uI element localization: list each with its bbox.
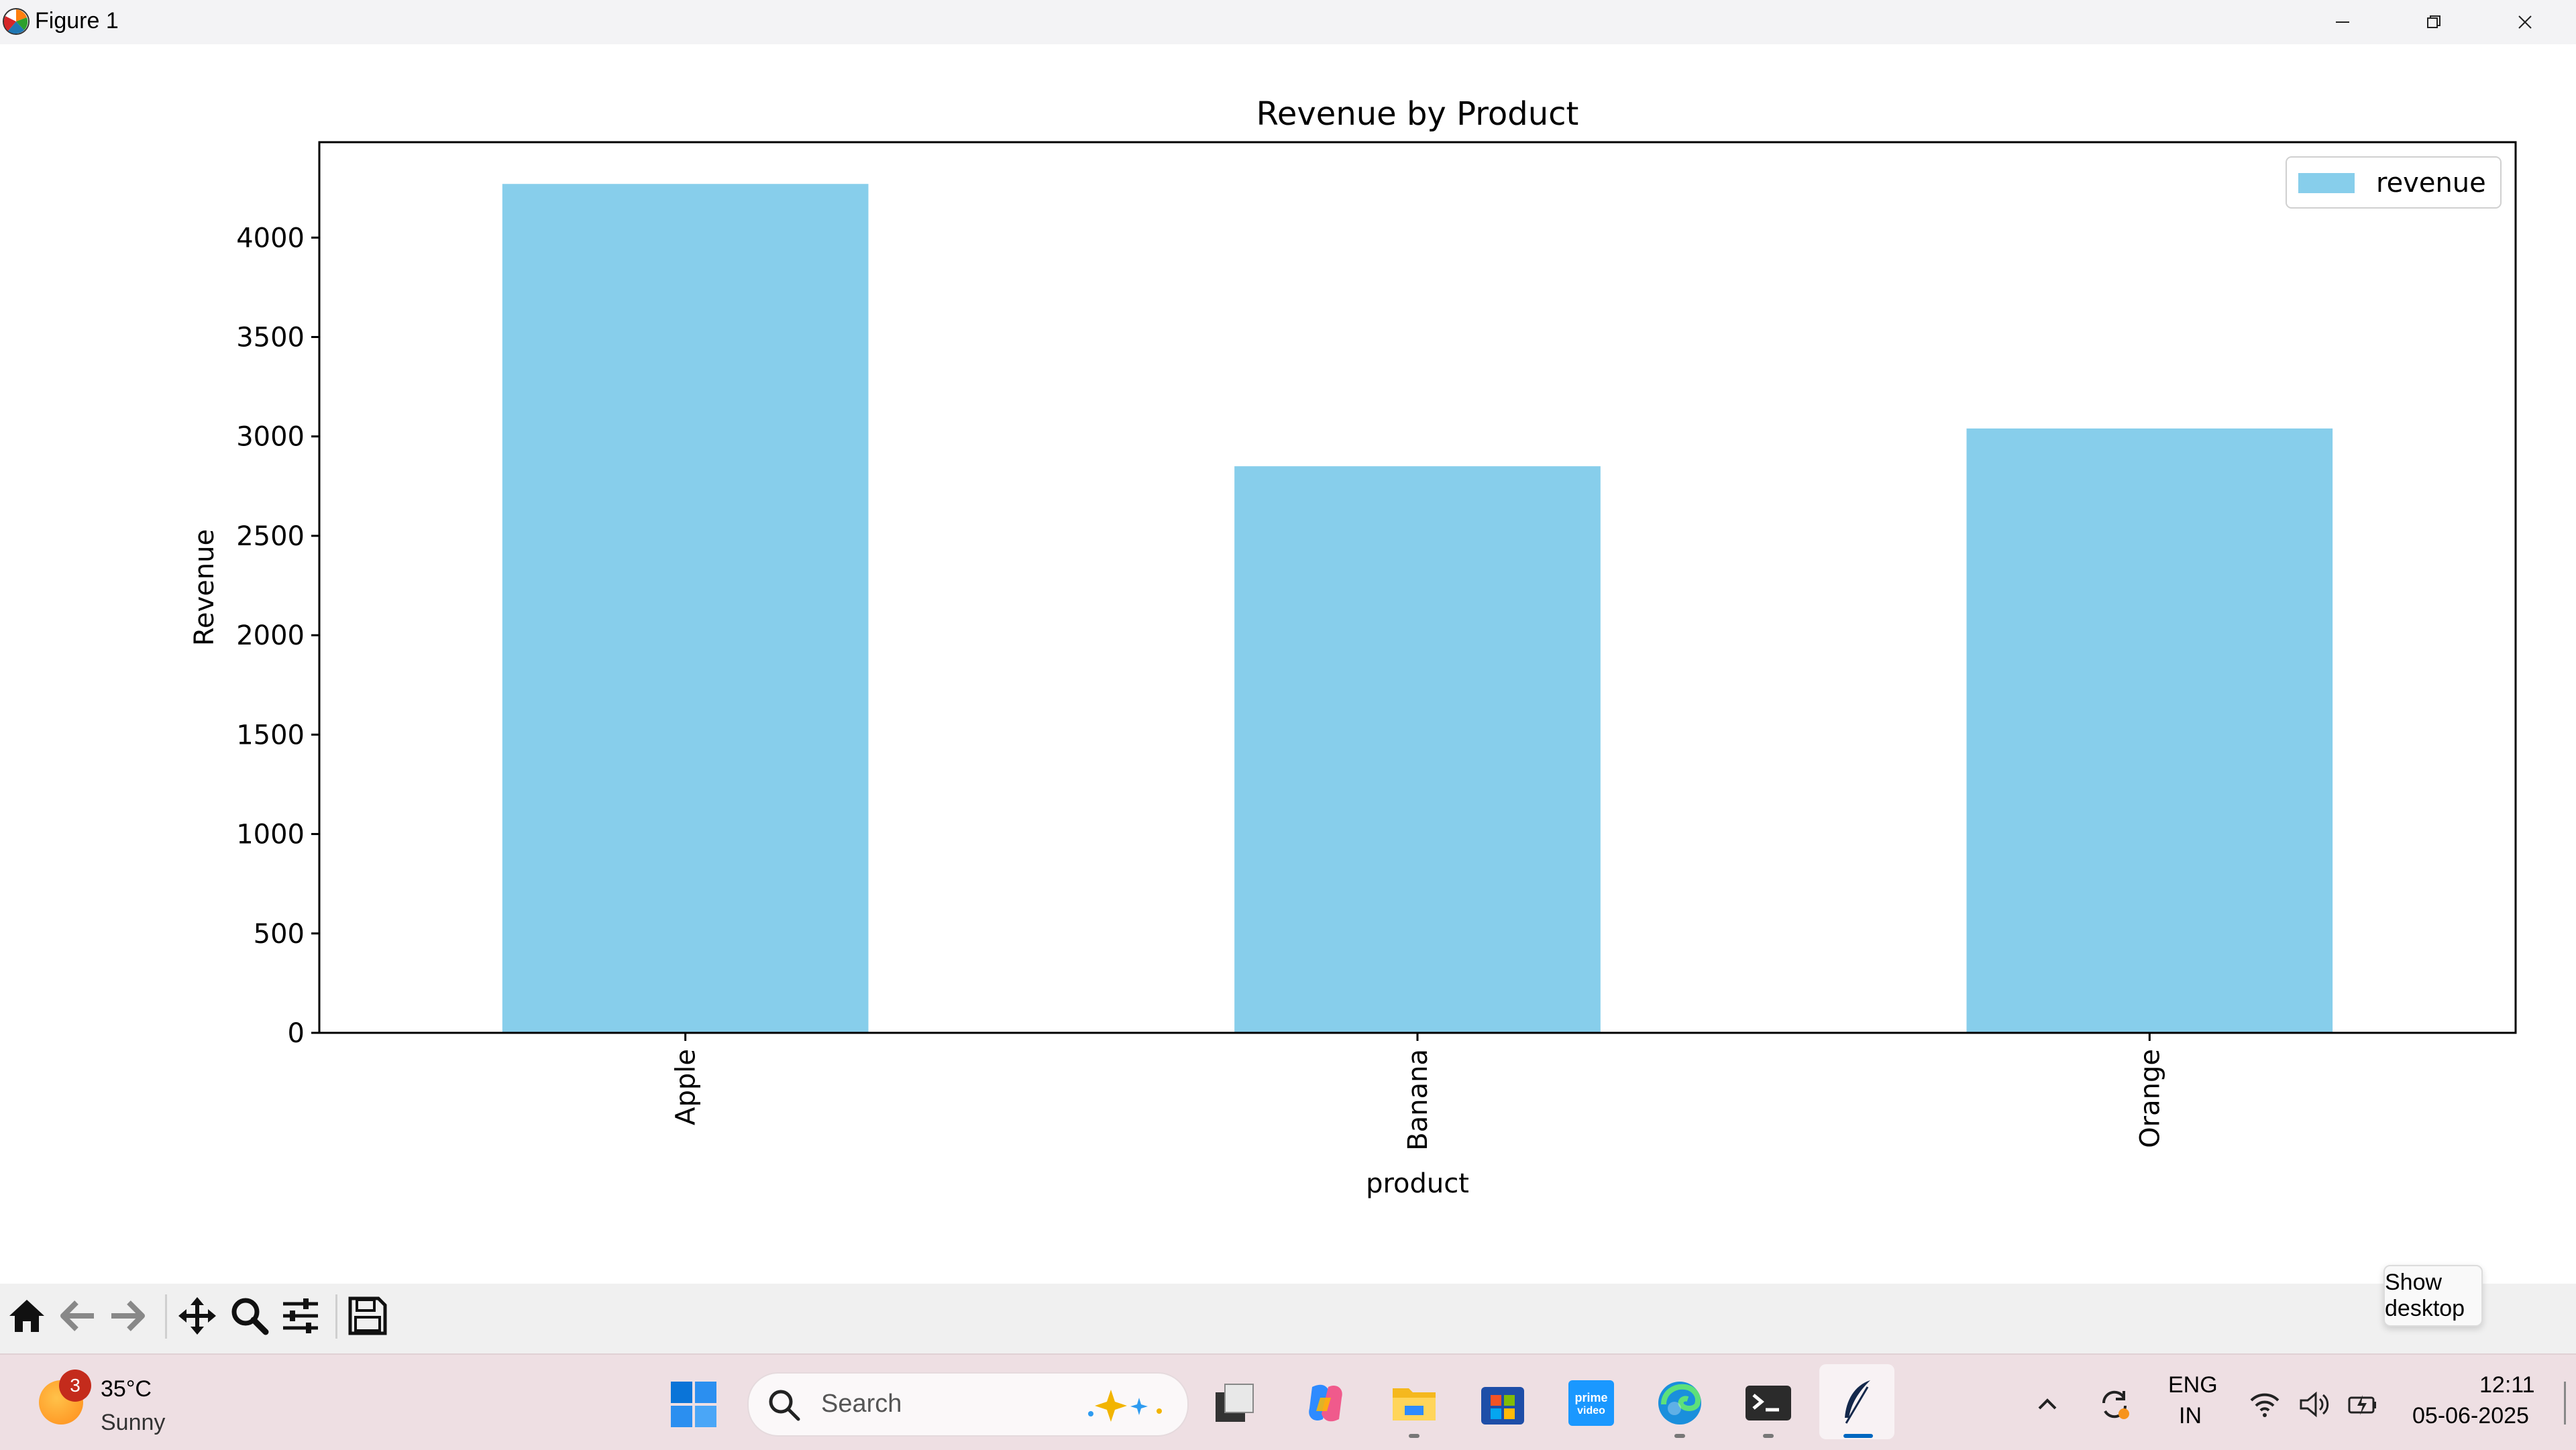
x-tick-label: Banana [1403,1049,1434,1151]
prime-video-icon: prime video [1568,1380,1614,1426]
y-tick-label: 500 [254,919,305,950]
y-tick-label: 3000 [236,422,305,453]
y-tick-label: 4000 [236,223,305,254]
region-code: IN [2179,1403,2202,1429]
battery-button[interactable] [2343,1384,2383,1425]
svg-text:prime: prime [1574,1391,1607,1404]
clock-time: 12:11 [2479,1372,2535,1398]
sliders-icon [283,1298,318,1333]
y-tick-label: 2500 [236,521,305,552]
toolbar-separator [335,1294,337,1339]
arrow-left-icon [60,1300,94,1331]
y-tick-label: 1500 [236,720,305,750]
file-explorer-button[interactable] [1386,1375,1442,1431]
x-tick-label: Orange [2135,1049,2165,1148]
sync-tray-button[interactable] [2094,1384,2135,1425]
legend-box [2286,156,2502,209]
y-tick-label: 1000 [236,820,305,850]
network-button[interactable] [2245,1384,2285,1425]
edge-button[interactable] [1652,1375,1708,1431]
start-icon [671,1382,716,1427]
floppy-disk-icon [348,1296,387,1335]
edge-icon [1658,1382,1701,1425]
pan-button[interactable] [172,1290,223,1341]
back-button[interactable] [52,1290,103,1341]
terminal-button[interactable] [1740,1375,1796,1431]
search-icon [769,1390,800,1421]
terminal-icon [1746,1386,1791,1420]
home-button[interactable] [1,1290,52,1341]
tooltip-text: Show desktop [2385,1270,2465,1321]
forward-button[interactable] [102,1290,153,1341]
figure-canvas[interactable]: 0 500 1000 1500 2000 2500 3000 3500 4000 Apple Ban… [0,44,2576,1284]
wifi-icon [2250,1393,2279,1417]
sparkle-icon [1088,1390,1162,1422]
copilot-icon [1309,1384,1342,1422]
legend-label: revenue [2376,168,2486,199]
file-explorer-icon [1393,1388,1436,1420]
navigation-toolbar [0,1284,2576,1353]
chart-title: Revenue by Product [1256,95,1579,133]
notification-badge: 3 [59,1370,91,1402]
running-indicator [1674,1434,1685,1438]
y-tick-label: 0 [288,1018,305,1049]
move-icon [178,1297,216,1335]
microsoft-store-icon [1481,1387,1524,1425]
magnifier-icon [231,1298,269,1335]
weather-condition: Sunny [101,1410,166,1435]
running-indicator [1763,1434,1774,1438]
minimize-button[interactable] [2297,0,2388,44]
running-indicator [1409,1434,1419,1438]
python-figure-button[interactable] [1819,1364,1894,1439]
toolbar-separator [165,1294,167,1339]
language-code: ENG [2168,1372,2218,1398]
start-button[interactable] [668,1379,719,1430]
close-button[interactable] [2479,0,2571,44]
taskbar: 3 35°C Sunny Search [0,1353,2576,1450]
taskbar-search[interactable]: Search [747,1372,1189,1437]
active-app-indicator [1843,1434,1873,1438]
zoom-button[interactable] [224,1290,275,1341]
close-icon [2518,15,2532,29]
task-view-button[interactable] [1206,1375,1263,1431]
bar [1966,428,2333,1033]
clock-date: 05-06-2025 [2412,1403,2529,1429]
matplotlib-logo-icon [3,8,30,35]
bar [1234,466,1601,1033]
minimize-icon [2336,21,2349,23]
show-desktop-button[interactable] [2564,1382,2566,1425]
save-button[interactable] [342,1290,393,1341]
copilot-button[interactable] [1297,1375,1354,1431]
y-tick-label: 2000 [236,620,305,651]
x-tick-label: Apple [671,1049,702,1125]
legend-swatch [2298,173,2355,193]
x-axis-label: product [1366,1168,1469,1199]
volume-button[interactable] [2293,1384,2333,1425]
svg-text:video: video [1577,1405,1605,1416]
sync-icon [2102,1390,2129,1419]
speaker-icon [2300,1391,2329,1418]
show-desktop-tooltip: Show desktop [2383,1265,2483,1327]
home-icon [9,1300,44,1332]
weather-temperature: 35°C [101,1376,152,1402]
bar-chart: 0 500 1000 1500 2000 2500 3000 3500 4000 Apple Ban… [189,95,2517,1199]
restore-button[interactable] [2388,0,2479,44]
battery-charging-icon [2348,1395,2376,1415]
microsoft-store-button[interactable] [1474,1375,1531,1431]
bar [502,184,869,1033]
chevron-up-icon [2038,1398,2057,1410]
prime-video-button[interactable]: prime video [1563,1375,1619,1431]
task-view-icon [1216,1384,1254,1422]
arrow-right-icon [111,1300,145,1331]
search-placeholder: Search [821,1390,902,1418]
title-bar: Figure 1 [0,0,2576,44]
restore-icon [2427,15,2440,28]
y-axis-label: Revenue [189,529,220,646]
y-tick-label: 3500 [236,323,305,353]
configure-subplots-button[interactable] [275,1290,326,1341]
window-title: Figure 1 [35,8,119,34]
feather-app-icon [1845,1380,1870,1424]
show-hidden-icons-button[interactable] [2027,1384,2068,1425]
